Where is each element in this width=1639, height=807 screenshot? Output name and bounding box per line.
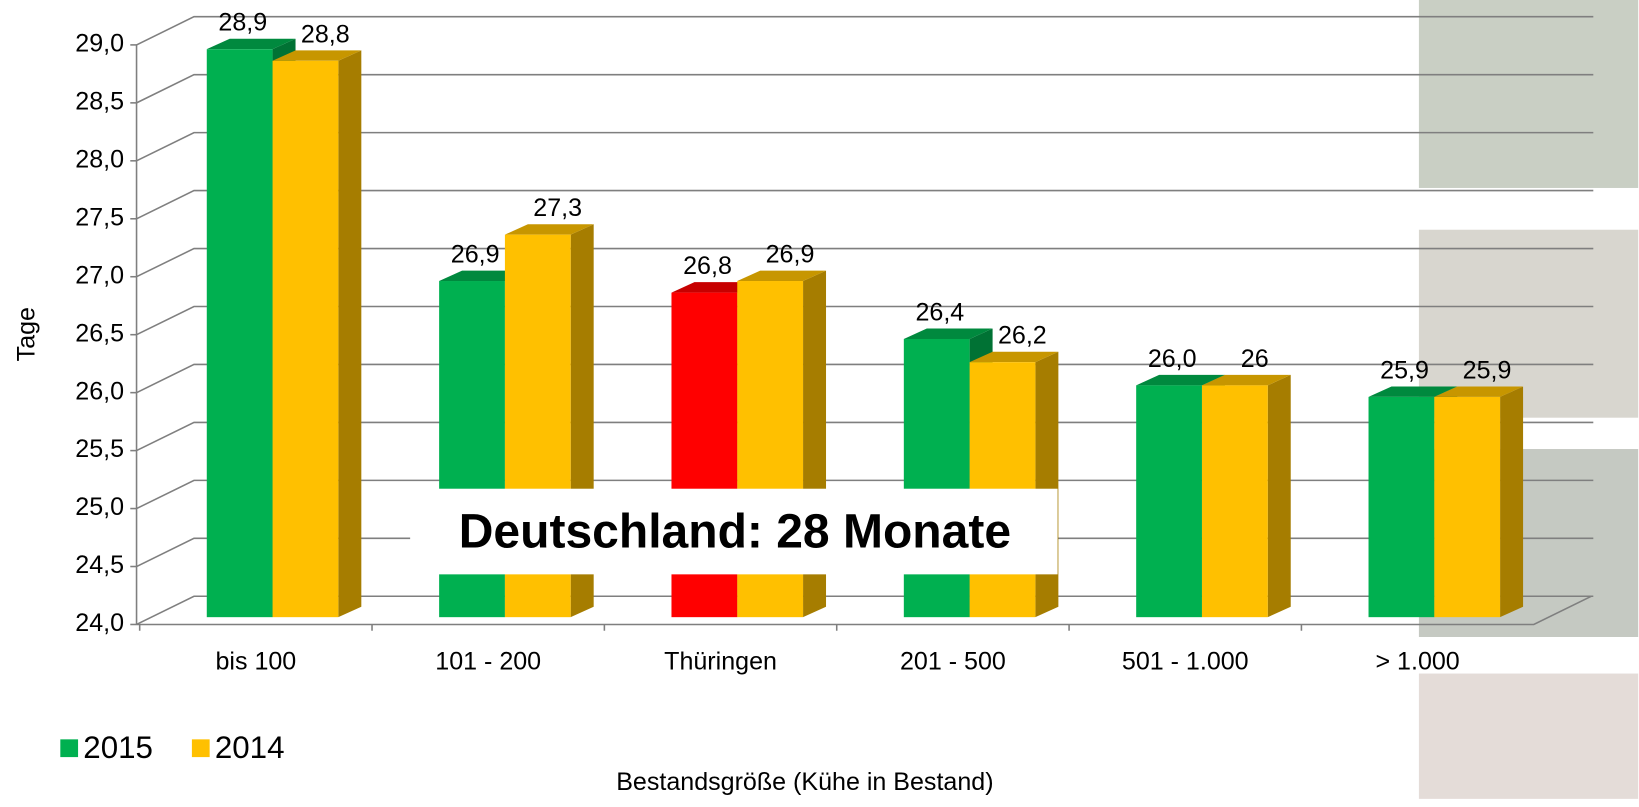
value-label: 26,9 — [766, 241, 815, 269]
value-label: 26,4 — [915, 299, 964, 327]
value-label: 26,8 — [683, 252, 732, 280]
bar-top — [272, 50, 362, 61]
bar-side — [338, 50, 362, 618]
bar — [969, 351, 1059, 618]
bar-top — [206, 38, 296, 50]
x-tick-label: Thüringen — [664, 648, 777, 676]
y-tick-label: 26,5 — [75, 319, 124, 347]
bar — [1201, 374, 1291, 618]
y-tick-label: 24,0 — [75, 609, 124, 637]
legend-swatch — [60, 739, 79, 758]
y-tick-label: 25,0 — [75, 493, 124, 521]
value-label: 25,9 — [1380, 356, 1429, 384]
bar-front — [903, 338, 970, 618]
bar-top — [1434, 386, 1524, 397]
y-tick-label: 24,5 — [75, 551, 124, 579]
legend-swatch — [191, 739, 210, 758]
grid-line — [136, 421, 1594, 452]
bar-side — [1035, 351, 1059, 618]
value-label: 26 — [1241, 345, 1269, 373]
x-tick-label: bis 100 — [215, 648, 296, 676]
grid-line — [136, 479, 1594, 510]
x-tick-label: 101 - 200 — [435, 648, 541, 676]
grid-line — [136, 537, 1594, 568]
grid-line — [136, 305, 1594, 336]
grid-line — [136, 363, 1594, 394]
bar-front — [1368, 396, 1435, 618]
value-label: 26,2 — [998, 322, 1047, 350]
bar — [272, 50, 362, 618]
value-label: 26,9 — [451, 241, 500, 269]
y-axis-label: Tage — [13, 307, 41, 361]
value-label: 25,9 — [1463, 356, 1512, 384]
x-tick-label: 201 - 500 — [900, 648, 1006, 676]
y-tick-label: 29,0 — [75, 30, 124, 58]
legend-label: 2014 — [215, 730, 285, 765]
bar-top — [1136, 374, 1225, 386]
x-axis-label: Bestandsgröße (Kühe in Bestand) — [616, 768, 993, 796]
bar-top — [1368, 386, 1458, 397]
bar-top — [737, 270, 827, 282]
bar-side — [1500, 386, 1524, 618]
y-tick-label: 26,0 — [75, 377, 124, 405]
floor — [136, 595, 1592, 626]
value-label: 26,0 — [1148, 345, 1197, 373]
annotation: Deutschland: 28 Monate — [459, 505, 1011, 558]
x-tick-label: > 1.000 — [1375, 648, 1459, 676]
grid-line — [136, 73, 1594, 104]
legend-label: 2015 — [83, 730, 153, 765]
bar-top — [969, 351, 1059, 363]
grid-line — [136, 189, 1594, 220]
y-tick-label: 27,5 — [75, 203, 124, 231]
bar-front — [272, 60, 339, 618]
bar-front — [1136, 385, 1202, 618]
value-label: 28,8 — [301, 20, 350, 48]
grid-line — [136, 15, 1594, 46]
value-label: 27,3 — [533, 194, 582, 222]
bar — [1434, 386, 1524, 618]
bar-front — [206, 49, 273, 618]
grid-line — [136, 131, 1594, 162]
labels: 24,0 24,5 25,0 25,5 26,0 26,5 27,0 27,5 28,0 28,5… — [60, 9, 1511, 765]
grid-line — [136, 247, 1594, 278]
grid-line — [136, 595, 1594, 626]
x-tick-label: 501 - 1.000 — [1122, 648, 1249, 676]
value-label: 28,9 — [218, 9, 267, 37]
bar-top — [903, 328, 993, 339]
bar-top — [1201, 374, 1291, 386]
bar-side — [1267, 374, 1291, 618]
y-tick-label: 25,5 — [75, 435, 124, 463]
bar-front — [1201, 385, 1268, 618]
bar-top — [504, 224, 594, 235]
annotation-box — [410, 488, 1058, 575]
grid — [130, 15, 1594, 631]
y-tick-label: 28,0 — [75, 145, 124, 173]
y-tick-label: 28,5 — [75, 87, 124, 115]
y-tick-label: 27,0 — [75, 261, 124, 289]
bar-front — [1434, 396, 1501, 618]
